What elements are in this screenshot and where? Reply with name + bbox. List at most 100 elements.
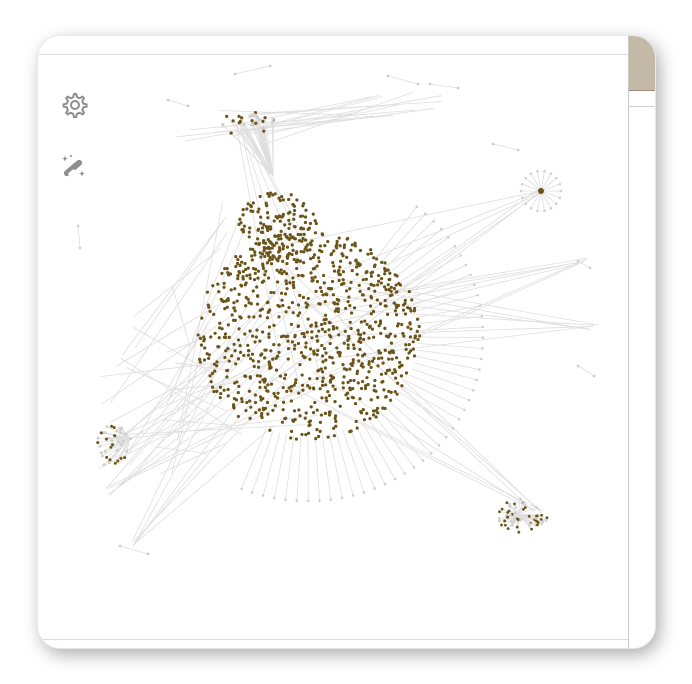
graph-node [267,360,271,364]
graph-edge [540,177,557,192]
graph-node [321,379,325,384]
graph-node [341,270,345,274]
graph-edge [525,177,542,192]
graph-node [320,289,324,294]
graph-node [540,522,544,525]
graph-node [469,273,472,277]
graph-node [372,356,376,361]
graph-edge [255,115,274,177]
graph-node [394,303,398,307]
graph-node [245,207,249,211]
graph-edge [264,117,274,177]
graph-node [304,341,308,345]
graph-node [369,252,373,256]
graph-edge [238,122,274,177]
graph-edge [509,503,519,515]
graph-node [313,275,317,279]
graph-node [116,440,120,444]
graph-edge [247,95,380,131]
graph-node [335,239,339,244]
graph-node [370,359,375,363]
graph-edge [385,406,432,454]
graph-node [357,339,361,343]
graph-edge [391,228,442,272]
graph-node [301,274,305,278]
graph-node [592,374,596,378]
graph-node [363,386,368,391]
graph-node [217,290,221,294]
graph-node [223,266,227,271]
graph-node [98,444,102,448]
graph-node [380,356,384,360]
graph-edge [414,294,478,312]
graph-node [286,346,291,351]
auto-layout-button[interactable] [58,152,90,184]
graph-node [346,396,350,400]
graph-edge [109,355,234,423]
graph-node [544,518,548,522]
graph-node [304,301,308,305]
network-graph-canvas[interactable] [38,36,628,640]
graph-node [288,233,292,237]
graph-node [516,148,520,152]
graph-edge [522,190,542,199]
graph-node [476,293,479,297]
graph-node [407,342,411,347]
settings-button[interactable] [58,92,90,124]
graph-node [244,295,248,300]
graph-edge [517,513,538,526]
graph-node [260,415,264,420]
graph-node [367,336,371,340]
side-panel-header [629,36,655,91]
graph-node [96,436,100,440]
graph-node [328,410,332,414]
graph-node [317,329,321,333]
graph-node [218,396,222,400]
graph-node [294,251,299,255]
graph-node [286,211,291,215]
graph-node [200,316,204,320]
graph-node [437,444,441,447]
graph-node [384,334,389,338]
graph-node [262,129,266,133]
graph-node [249,405,253,409]
graph-node [360,379,365,384]
graph-node [360,362,364,366]
graph-node [323,366,327,370]
graph-node [234,254,238,259]
graph-node [249,123,254,127]
graph-node [335,326,339,330]
graph-edge [109,437,131,461]
graph-node [380,260,384,265]
graph-node [293,343,297,347]
graph-node [520,196,524,200]
magic-wand-icon [59,151,89,186]
graph-node [388,351,392,355]
graph-node [265,204,269,208]
graph-node [403,312,408,316]
graph-node [394,283,398,287]
graph-edge [275,190,541,247]
graph-node [369,248,373,252]
graph-node [279,237,283,241]
graph-node [263,254,267,259]
graph-edge [310,192,542,301]
graph-node [76,224,80,228]
graph-node [407,351,411,355]
graph-node [198,360,202,364]
graph-edge [525,190,542,205]
graph-edge [108,390,312,490]
graph-edge [413,362,477,381]
graph-node [456,86,460,90]
graph-edge [540,173,552,192]
graph-node [296,232,300,237]
graph-node [372,384,377,388]
graph-node [301,295,305,299]
graph-node [125,449,129,453]
graph-node [475,378,478,382]
graph-node [237,114,241,118]
graph-node [314,324,318,328]
graph-node [334,424,338,428]
graph-node [198,357,202,361]
graph-node [263,385,268,390]
